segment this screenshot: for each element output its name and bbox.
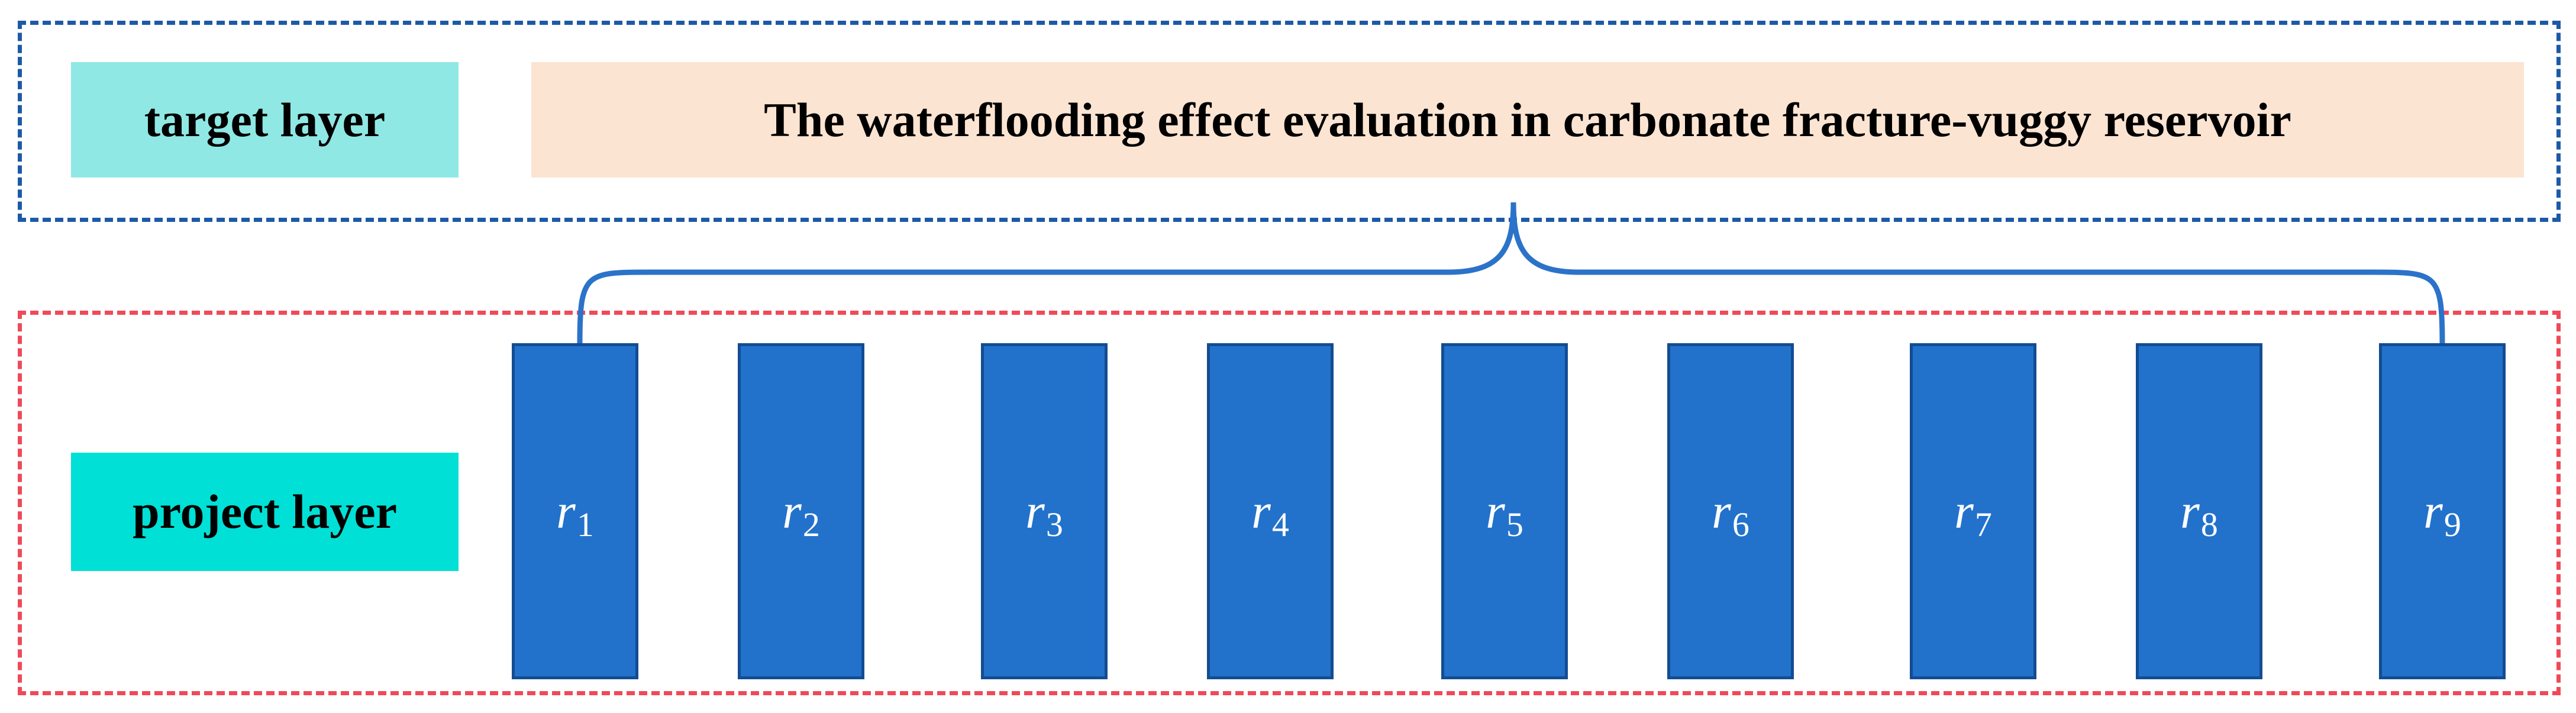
indicator-subscript: 8: [2200, 505, 2218, 544]
brace-path: [577, 202, 2445, 344]
indicator-subscript: 7: [1974, 505, 1992, 544]
target-layer-frame: [18, 21, 2561, 222]
indicator-subscript: 1: [576, 505, 594, 544]
indicator-subscript: 9: [2443, 505, 2461, 544]
indicator-subscript: 3: [1045, 505, 1063, 544]
indicator-subscript: 6: [1732, 505, 1749, 544]
indicator-symbol: r: [1251, 483, 1271, 539]
indicator-symbol: r: [2423, 483, 2443, 539]
indicator-symbol: r: [2180, 483, 2200, 539]
project-layer-label: project layer: [71, 453, 459, 571]
indicator-symbol: r: [1486, 483, 1505, 539]
target-layer-label: target layer: [71, 62, 459, 178]
indicator-symbol: r: [1025, 483, 1045, 539]
goal-box: The waterflooding effect evaluation in c…: [531, 62, 2524, 178]
project-layer-frame: [18, 311, 2561, 695]
indicator-symbol: r: [1954, 483, 1974, 539]
indicator-subscript: 2: [802, 505, 820, 544]
indicator-subscript: 4: [1271, 505, 1289, 544]
indicator-symbol: r: [1712, 483, 1731, 539]
indicator-symbol: r: [782, 483, 802, 539]
indicator-subscript: 5: [1506, 505, 1523, 544]
indicator-symbol: r: [556, 483, 576, 539]
